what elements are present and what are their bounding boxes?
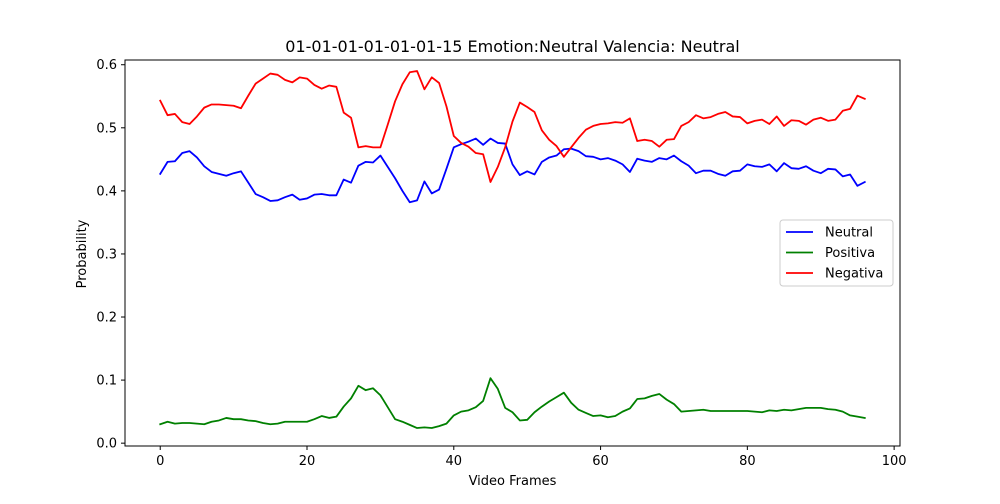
y-tick-label: 0.2 bbox=[96, 311, 117, 326]
x-tick-label: 40 bbox=[446, 454, 463, 469]
legend-label-neutral: Neutral bbox=[825, 226, 873, 241]
axes-frame bbox=[124, 59, 901, 447]
series-lines bbox=[158, 70, 866, 429]
x-axis-label: Video Frames bbox=[469, 474, 557, 489]
y-axis-ticks: 0.0 0.1 0.2 0.3 0.4 0.5 0.6 bbox=[96, 58, 125, 452]
y-tick-label: 0.1 bbox=[96, 374, 117, 389]
legend: Neutral Positiva Negativa bbox=[779, 219, 894, 287]
y-axis-label: Probability bbox=[75, 219, 90, 288]
series-line-positiva bbox=[159, 377, 866, 429]
y-tick-label: 0.0 bbox=[96, 437, 117, 452]
y-tick-label: 0.5 bbox=[96, 121, 117, 136]
legend-label-negativa: Negativa bbox=[825, 267, 883, 282]
x-tick-label: 20 bbox=[299, 454, 316, 469]
x-tick-label: 100 bbox=[882, 454, 907, 469]
x-axis-ticks: 0 20 40 60 80 100 bbox=[156, 446, 907, 469]
series-line-neutral bbox=[158, 137, 866, 204]
x-tick-label: 0 bbox=[156, 454, 164, 469]
y-tick-label: 0.4 bbox=[96, 184, 117, 199]
series-line-negativa bbox=[159, 70, 866, 183]
legend-box bbox=[779, 219, 894, 287]
y-tick-label: 0.6 bbox=[96, 58, 117, 73]
y-tick-label: 0.3 bbox=[96, 247, 117, 262]
chart-title: 01-01-01-01-01-01-15 Emotion:Neutral Val… bbox=[285, 37, 739, 56]
x-tick-label: 80 bbox=[739, 454, 756, 469]
x-tick-label: 60 bbox=[592, 454, 609, 469]
legend-label-positiva: Positiva bbox=[825, 246, 875, 261]
